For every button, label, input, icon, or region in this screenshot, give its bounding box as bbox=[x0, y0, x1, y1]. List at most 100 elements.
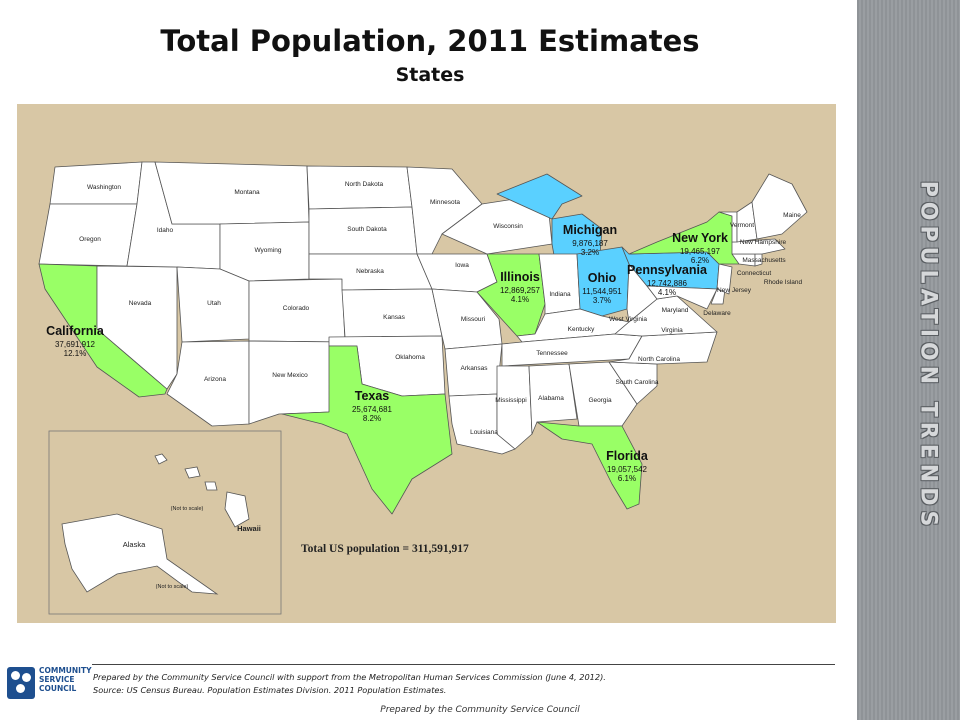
highlight-share-michigan: 3.2% bbox=[581, 248, 599, 257]
side-title: POPULATION TRENDS bbox=[908, 181, 948, 532]
us-population-map: Washington Oregon Idaho Montana Wyoming Nevad… bbox=[17, 104, 836, 623]
highlight-share-illinois: 4.1% bbox=[511, 295, 529, 304]
inset-alaska-hawaii bbox=[48, 430, 282, 615]
state-florida bbox=[536, 421, 643, 510]
label-alaska: Alaska bbox=[123, 540, 146, 549]
bottom-note: Prepared by the Community Service Counci… bbox=[380, 705, 580, 715]
state-new-jersey bbox=[716, 263, 733, 295]
state-kansas bbox=[341, 288, 443, 338]
label-mississippi: Mississippi bbox=[495, 397, 526, 404]
state-maine bbox=[751, 173, 808, 240]
highlight-share-new-york: 6.2% bbox=[691, 256, 709, 265]
highlight-name-california: California bbox=[46, 324, 105, 338]
state-texas bbox=[281, 345, 453, 515]
highlight-share-texas: 8.2% bbox=[363, 414, 381, 423]
highlight-population-texas: 25,674,681 bbox=[352, 405, 393, 414]
label-washington: Washington bbox=[87, 184, 121, 191]
state-alabama bbox=[528, 363, 578, 435]
highlight-name-illinois: Illinois bbox=[500, 270, 540, 284]
label-montana: Montana bbox=[234, 189, 260, 196]
highlight-population-ohio: 11,544,951 bbox=[582, 287, 622, 296]
label-oregon: Oregon bbox=[79, 236, 101, 243]
state-maryland bbox=[646, 285, 718, 310]
credit-line-1: Prepared by the Community Service Counci… bbox=[93, 672, 606, 682]
footer-rule bbox=[92, 664, 835, 665]
label-new-jersey: New Jersey bbox=[717, 287, 752, 294]
label-georgia: Georgia bbox=[588, 397, 612, 404]
inset-note-alaska: (Not to scale) bbox=[156, 584, 189, 590]
label-rhode-island: Rhode Island bbox=[764, 279, 803, 286]
slide-subtitle: States bbox=[395, 64, 465, 86]
label-west-virginia: West Virginia bbox=[609, 316, 647, 323]
highlight-population-california: 37,691,912 bbox=[55, 340, 96, 349]
highlight-population-illinois: 12,869,257 bbox=[500, 286, 541, 295]
highlight-share-california: 12.1% bbox=[64, 349, 87, 358]
highlight-name-pennsylvania: Pennsylvania bbox=[627, 263, 708, 277]
highlight-share-pennsylvania: 4.1% bbox=[658, 288, 676, 297]
label-kansas: Kansas bbox=[383, 314, 405, 321]
highlight-share-florida: 6.1% bbox=[618, 474, 636, 483]
label-connecticut: Connecticut bbox=[737, 270, 772, 277]
side-bar bbox=[857, 0, 960, 720]
state-washington bbox=[49, 161, 143, 205]
logo-icon bbox=[7, 667, 35, 699]
label-arkansas: Arkansas bbox=[460, 365, 488, 372]
label-maryland: Maryland bbox=[662, 307, 689, 314]
inset-labels: (Not to scale) (Not to scale) Total US pop… bbox=[156, 506, 469, 590]
label-kentucky: Kentucky bbox=[568, 326, 595, 333]
slide-title: Total Population, 2011 Estimates bbox=[160, 24, 700, 58]
total-population-label: Total US population = 311,591,917 bbox=[301, 543, 469, 555]
highlight-name-new-york: New York bbox=[672, 231, 728, 245]
label-hawaii: Hawaii bbox=[237, 524, 261, 533]
state-georgia bbox=[568, 361, 638, 427]
state-arizona bbox=[166, 340, 250, 427]
highlight-population-pennsylvania: 12,742,886 bbox=[647, 279, 688, 288]
side-title-text: POPULATION TRENDS bbox=[915, 180, 941, 532]
label-arizona: Arizona bbox=[204, 376, 226, 383]
label-idaho: Idaho bbox=[157, 227, 174, 234]
label-minnesota: Minnesota bbox=[430, 199, 460, 206]
state-massachusetts bbox=[731, 238, 786, 255]
label-nebraska: Nebraska bbox=[356, 268, 384, 275]
label-maine: Maine bbox=[783, 212, 801, 219]
highlight-population-michigan: 9,876,187 bbox=[572, 239, 608, 248]
label-south-carolina: South Carolina bbox=[616, 379, 659, 386]
highlight-population-new-york: 19,465,197 bbox=[680, 247, 721, 256]
label-colorado: Colorado bbox=[283, 305, 310, 312]
state-alaska bbox=[61, 513, 219, 595]
label-oklahoma: Oklahoma bbox=[395, 354, 425, 361]
highlight-name-texas: Texas bbox=[355, 389, 390, 403]
highlight-name-ohio: Ohio bbox=[588, 271, 617, 285]
map-svg: Washington Oregon Idaho Montana Wyoming Nevad… bbox=[38, 161, 808, 615]
state-labels: Washington Oregon Idaho Montana Wyoming Nevad… bbox=[79, 181, 802, 549]
label-louisiana: Louisiana bbox=[470, 429, 498, 436]
csc-logo: COMMUNITY SERVICE COUNCIL bbox=[7, 666, 92, 703]
label-tennessee: Tennessee bbox=[536, 350, 568, 357]
inset-note-hawaii: (Not to scale) bbox=[171, 506, 204, 512]
label-wisconsin: Wisconsin bbox=[493, 223, 523, 230]
state-minnesota bbox=[406, 166, 483, 255]
highlight-population-florida: 19,057,542 bbox=[607, 465, 648, 474]
label-utah: Utah bbox=[207, 300, 221, 307]
label-iowa: Iowa bbox=[455, 262, 469, 269]
credit-line-2: Source: US Census Bureau. Population Est… bbox=[93, 685, 447, 695]
label-massachusetts: Massachusetts bbox=[742, 257, 786, 264]
label-missouri: Missouri bbox=[461, 316, 485, 323]
label-indiana: Indiana bbox=[549, 291, 571, 298]
state-vermont bbox=[718, 211, 738, 243]
state-montana bbox=[154, 161, 310, 225]
label-nevada: Nevada bbox=[129, 300, 152, 307]
label-new-hampshire: New Hampshire bbox=[740, 239, 787, 246]
label-north-dakota: North Dakota bbox=[345, 181, 384, 188]
label-south-dakota: South Dakota bbox=[347, 226, 387, 233]
highlight-name-florida: Florida bbox=[606, 449, 649, 463]
label-alabama: Alabama bbox=[538, 395, 564, 402]
label-wyoming: Wyoming bbox=[254, 247, 281, 254]
label-new-mexico: New Mexico bbox=[272, 372, 308, 379]
state-oregon bbox=[38, 203, 138, 267]
label-delaware: Delaware bbox=[703, 310, 731, 317]
state-mississippi bbox=[496, 365, 533, 450]
state-hawaii bbox=[154, 453, 250, 528]
highlight-name-michigan: Michigan bbox=[563, 223, 617, 237]
